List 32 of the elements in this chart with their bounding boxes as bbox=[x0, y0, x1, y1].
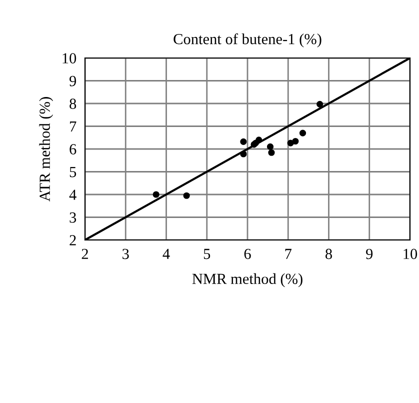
chart-title: Content of butene-1 (%) bbox=[174, 33, 322, 48]
point bbox=[266, 143, 274, 150]
x-tick-label: 10 bbox=[404, 248, 418, 260]
x-tick-label: 9 bbox=[366, 248, 373, 260]
x-tick-label: 5 bbox=[204, 248, 210, 260]
point bbox=[240, 150, 247, 158]
point bbox=[152, 191, 160, 198]
point bbox=[287, 140, 294, 146]
y-tick-label: 7 bbox=[70, 122, 76, 132]
x-tick-label: 8 bbox=[326, 248, 332, 260]
y-tick-label: 9 bbox=[70, 76, 76, 86]
x-tick-label: 7 bbox=[285, 248, 292, 259]
point bbox=[268, 149, 275, 156]
y-axis-title: ATR method (%) bbox=[39, 97, 54, 202]
point bbox=[299, 130, 306, 136]
y-tick-label: 3 bbox=[70, 212, 76, 223]
x-tick-label: 6 bbox=[244, 248, 251, 260]
point bbox=[183, 192, 190, 199]
x-axis-title: NMR method (%) bbox=[192, 273, 302, 288]
y-tick-label: 4 bbox=[69, 190, 76, 200]
point bbox=[256, 136, 262, 144]
y-tick-label: 2 bbox=[70, 235, 76, 246]
x-tick-label: 4 bbox=[162, 248, 170, 259]
point bbox=[316, 100, 324, 108]
x-tick-label: 3 bbox=[122, 248, 129, 260]
point bbox=[292, 138, 299, 145]
y-tick-label: 5 bbox=[70, 167, 76, 178]
x-tick-label: 2 bbox=[82, 248, 88, 259]
y-tick-label: 8 bbox=[70, 98, 76, 109]
point bbox=[240, 138, 247, 146]
y-tick-label: 6 bbox=[70, 144, 76, 154]
y-tick-label: 10 bbox=[62, 53, 76, 64]
